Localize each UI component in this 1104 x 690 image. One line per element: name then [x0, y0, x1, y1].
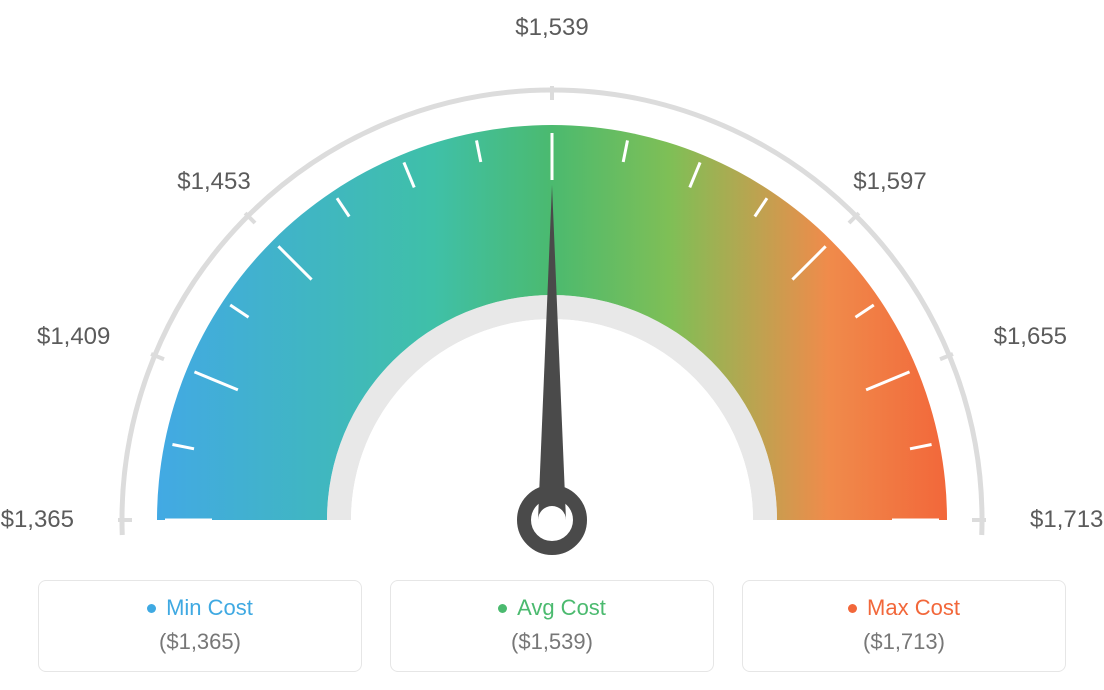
legend-title-max-text: Max Cost [867, 595, 960, 621]
tick-label: $1,409 [37, 323, 110, 351]
legend-card-min: Min Cost ($1,365) [38, 580, 362, 672]
cost-gauge-chart: $1,365 $1,409 $1,453 $1,539 $1,597 $1,655 $1,7… [0, 0, 1104, 690]
legend-value-avg: ($1,539) [391, 629, 713, 655]
legend-value-max: ($1,713) [743, 629, 1065, 655]
tick-label: $1,453 [177, 168, 250, 196]
legend-title-avg: Avg Cost [498, 595, 606, 621]
legend-value-min: ($1,365) [39, 629, 361, 655]
gauge-area: $1,365$1,409$1,453$1,539$1,597$1,655$1,7… [0, 20, 1104, 580]
legend-dot-avg [498, 604, 507, 613]
tick-label: $1,655 [994, 323, 1067, 351]
legend-title-max: Max Cost [848, 595, 960, 621]
gauge-svg [0, 20, 1104, 580]
legend-title-min: Min Cost [147, 595, 253, 621]
legend-title-avg-text: Avg Cost [517, 595, 606, 621]
legend-card-max: Max Cost ($1,713) [742, 580, 1066, 672]
tick-label: $1,597 [853, 168, 926, 196]
legend-title-min-text: Min Cost [166, 595, 253, 621]
tick-label: $1,365 [1, 506, 74, 534]
tick-label: $1,713 [1030, 506, 1103, 534]
legend-row: Min Cost ($1,365) Avg Cost ($1,539) Max … [0, 580, 1104, 672]
legend-card-avg: Avg Cost ($1,539) [390, 580, 714, 672]
legend-dot-max [848, 604, 857, 613]
legend-dot-min [147, 604, 156, 613]
tick-label: $1,539 [515, 14, 588, 42]
